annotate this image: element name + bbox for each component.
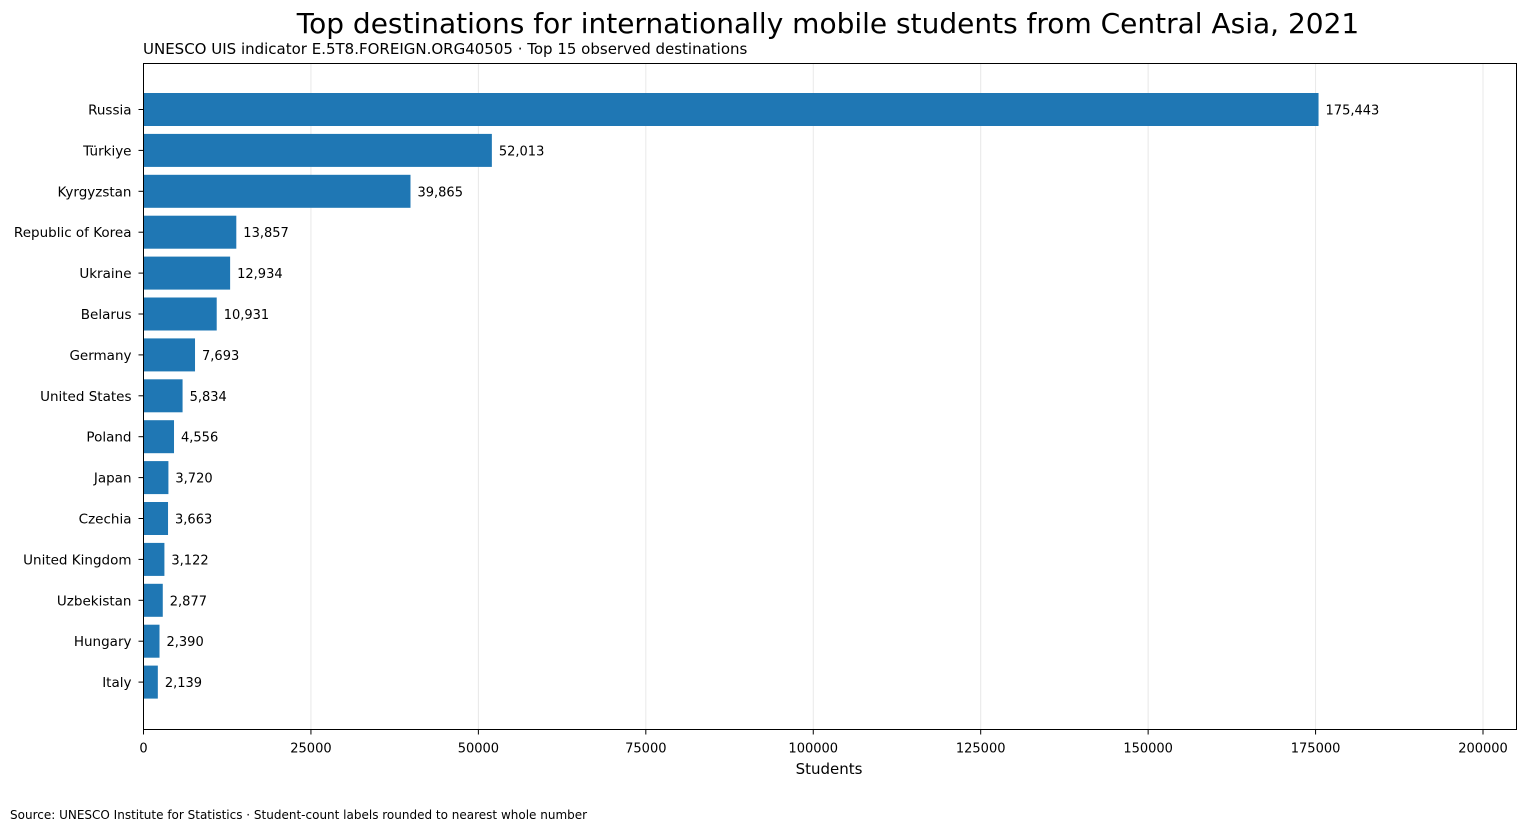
category-label: Czechia [79, 512, 132, 528]
category-label: Uzbekistan [57, 593, 132, 609]
bar [143, 583, 163, 617]
value-label: 10,931 [224, 308, 270, 323]
value-labels: 175,443 52,013 39,865 13,857 12,934 10,931 7,6… [165, 104, 1379, 692]
category-label: Italy [102, 675, 131, 691]
value-label: 2,390 [167, 635, 204, 650]
bar [143, 215, 237, 249]
x-axis-ticks: 0 25000 50000 75000 100000 125000 150000 175000… [139, 729, 1508, 757]
category-label: Türkiye [82, 143, 131, 159]
category-label: Belarus [81, 307, 132, 323]
x-tick-label: 175000 [1291, 742, 1341, 757]
value-label: 175,443 [1326, 104, 1380, 119]
bar [143, 542, 165, 576]
category-label: Republic of Korea [14, 225, 132, 241]
value-label: 13,857 [243, 226, 289, 241]
category-label: United Kingdom [23, 552, 131, 568]
bar [143, 624, 160, 658]
bar [143, 256, 231, 290]
value-label: 3,663 [175, 513, 212, 528]
x-tick-label: 75000 [625, 742, 666, 757]
bar [143, 502, 169, 535]
x-tick-label: 200000 [1458, 742, 1508, 757]
category-label: Kyrgyzstan [58, 184, 132, 200]
category-label: Russia [88, 103, 131, 119]
value-label: 2,877 [170, 594, 207, 609]
x-tick-label: 150000 [1123, 742, 1173, 757]
bar [143, 133, 492, 167]
category-label: Poland [86, 430, 131, 446]
bar [143, 420, 175, 454]
bar [143, 461, 169, 495]
value-label: 52,013 [499, 144, 545, 159]
bar [143, 379, 183, 413]
bar [143, 338, 196, 372]
value-label: 39,865 [417, 185, 463, 200]
bars [143, 93, 1319, 699]
x-axis-title: Students [796, 760, 863, 778]
source-footnote: Source: UNESCO Institute for Statistics … [10, 808, 587, 822]
category-label: Ukraine [79, 266, 131, 282]
x-tick-label: 125000 [956, 742, 1006, 757]
bar [143, 297, 217, 331]
bar [143, 174, 411, 208]
category-label: Japan [93, 471, 132, 487]
value-label: 12,934 [237, 267, 283, 282]
category-labels: Russia Türkiye Kyrgyzstan Republic of Korea… [14, 103, 144, 691]
category-label: United States [40, 389, 131, 405]
category-label: Germany [69, 348, 131, 364]
value-label: 7,693 [202, 349, 239, 364]
plot-frame [143, 63, 1517, 730]
value-label: 5,834 [190, 390, 227, 405]
gridlines [310, 63, 1484, 730]
x-tick-label: 0 [139, 742, 147, 757]
x-tick-label: 50000 [458, 742, 499, 757]
x-tick-label: 100000 [788, 742, 838, 757]
value-label: 3,720 [175, 472, 212, 487]
category-label: Hungary [74, 634, 132, 650]
chart-subtitle: UNESCO UIS indicator E.5T8.FOREIGN.ORG40… [143, 40, 748, 58]
bar [143, 665, 158, 699]
bar [143, 93, 1319, 126]
x-tick-label: 25000 [290, 742, 331, 757]
value-label: 4,556 [181, 431, 218, 446]
value-label: 2,139 [165, 676, 202, 691]
chart-title: Top destinations for internationally mob… [296, 7, 1359, 40]
value-label: 3,122 [171, 553, 208, 568]
